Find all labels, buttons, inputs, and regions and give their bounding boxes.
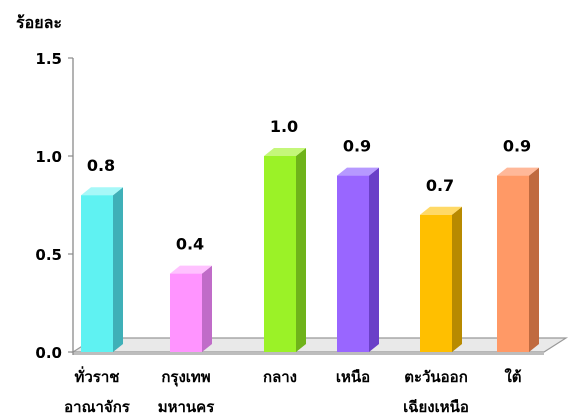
data-label: 0.9 xyxy=(503,137,531,156)
chart-floor-top xyxy=(70,337,569,353)
x-tick-label: กรุงเทพ xyxy=(161,368,210,387)
data-label: 0.9 xyxy=(343,137,371,156)
bar-top xyxy=(497,167,539,176)
x-tick-label: ทั่วราช xyxy=(75,366,120,386)
bar-front xyxy=(497,175,529,352)
x-tick-label: อาณาจักร xyxy=(64,398,131,416)
y-axis-label: ร้อยละ xyxy=(16,13,62,32)
y-tick-label: 0.5 xyxy=(35,246,62,264)
bar-front xyxy=(337,175,369,352)
bar xyxy=(497,167,539,352)
bar-side xyxy=(529,167,539,352)
bar-front xyxy=(170,273,202,352)
bar-top xyxy=(170,265,212,274)
y-tick-label: 1.0 xyxy=(35,148,62,166)
bar-side xyxy=(113,187,123,352)
y-tick-label: 1.5 xyxy=(35,50,62,68)
bar-front xyxy=(264,156,296,352)
x-tick-label: กลาง xyxy=(263,368,297,386)
chart-floor-edge xyxy=(73,352,544,355)
bar xyxy=(420,206,462,352)
bar-series xyxy=(81,148,539,352)
bar-top xyxy=(420,206,462,215)
bar-side xyxy=(369,167,379,352)
bar-side xyxy=(202,265,212,352)
bar-top xyxy=(81,187,123,196)
x-tick-label: ใต้ xyxy=(504,368,521,386)
bar xyxy=(81,187,123,352)
bar-side xyxy=(296,148,306,352)
bar xyxy=(264,148,306,352)
bar-front xyxy=(420,214,452,352)
bar xyxy=(170,265,212,352)
x-tick-label: มหานคร xyxy=(158,398,215,416)
data-label: 0.7 xyxy=(426,176,454,195)
chart-axes xyxy=(68,57,74,355)
bar-top xyxy=(337,167,379,176)
bar xyxy=(337,167,379,352)
x-tick-label: ตะวันออก xyxy=(404,368,468,386)
bar-front xyxy=(81,195,113,352)
bar-top xyxy=(264,148,306,156)
data-label: 1.0 xyxy=(270,117,298,136)
data-label: 0.8 xyxy=(87,156,115,175)
bar-side xyxy=(452,206,462,352)
chart-floor xyxy=(70,337,569,355)
x-tick-label: เฉียงเหนือ xyxy=(403,398,469,416)
x-tick-label: เหนือ xyxy=(336,368,370,386)
y-tick-label: 0.0 xyxy=(35,344,62,362)
data-label: 0.4 xyxy=(176,235,204,254)
